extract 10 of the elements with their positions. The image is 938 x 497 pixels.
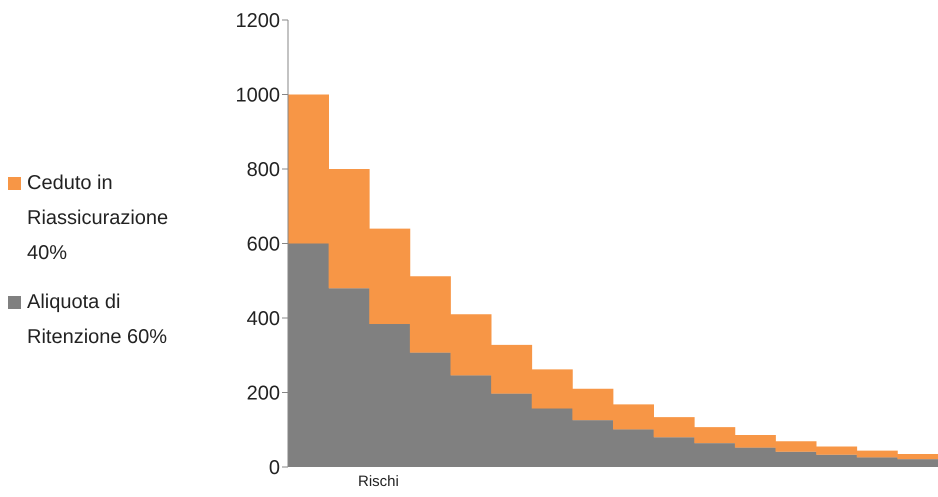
y-tick-label: 0: [268, 457, 280, 480]
y-tick-label: 1000: [236, 84, 280, 107]
x-axis-title: Rischi: [358, 473, 399, 490]
legend-label: Aliquota di Ritenzione 60%: [27, 290, 168, 350]
y-tick-label: 800: [246, 159, 280, 182]
legend-label: Ceduto in Riassicurazione 40%: [27, 171, 170, 266]
y-tick-label: 400: [246, 308, 280, 330]
y-tick-label: 600: [246, 234, 280, 256]
y-tick-label: 200: [246, 382, 280, 405]
y-tick-label: 1200: [236, 10, 280, 32]
